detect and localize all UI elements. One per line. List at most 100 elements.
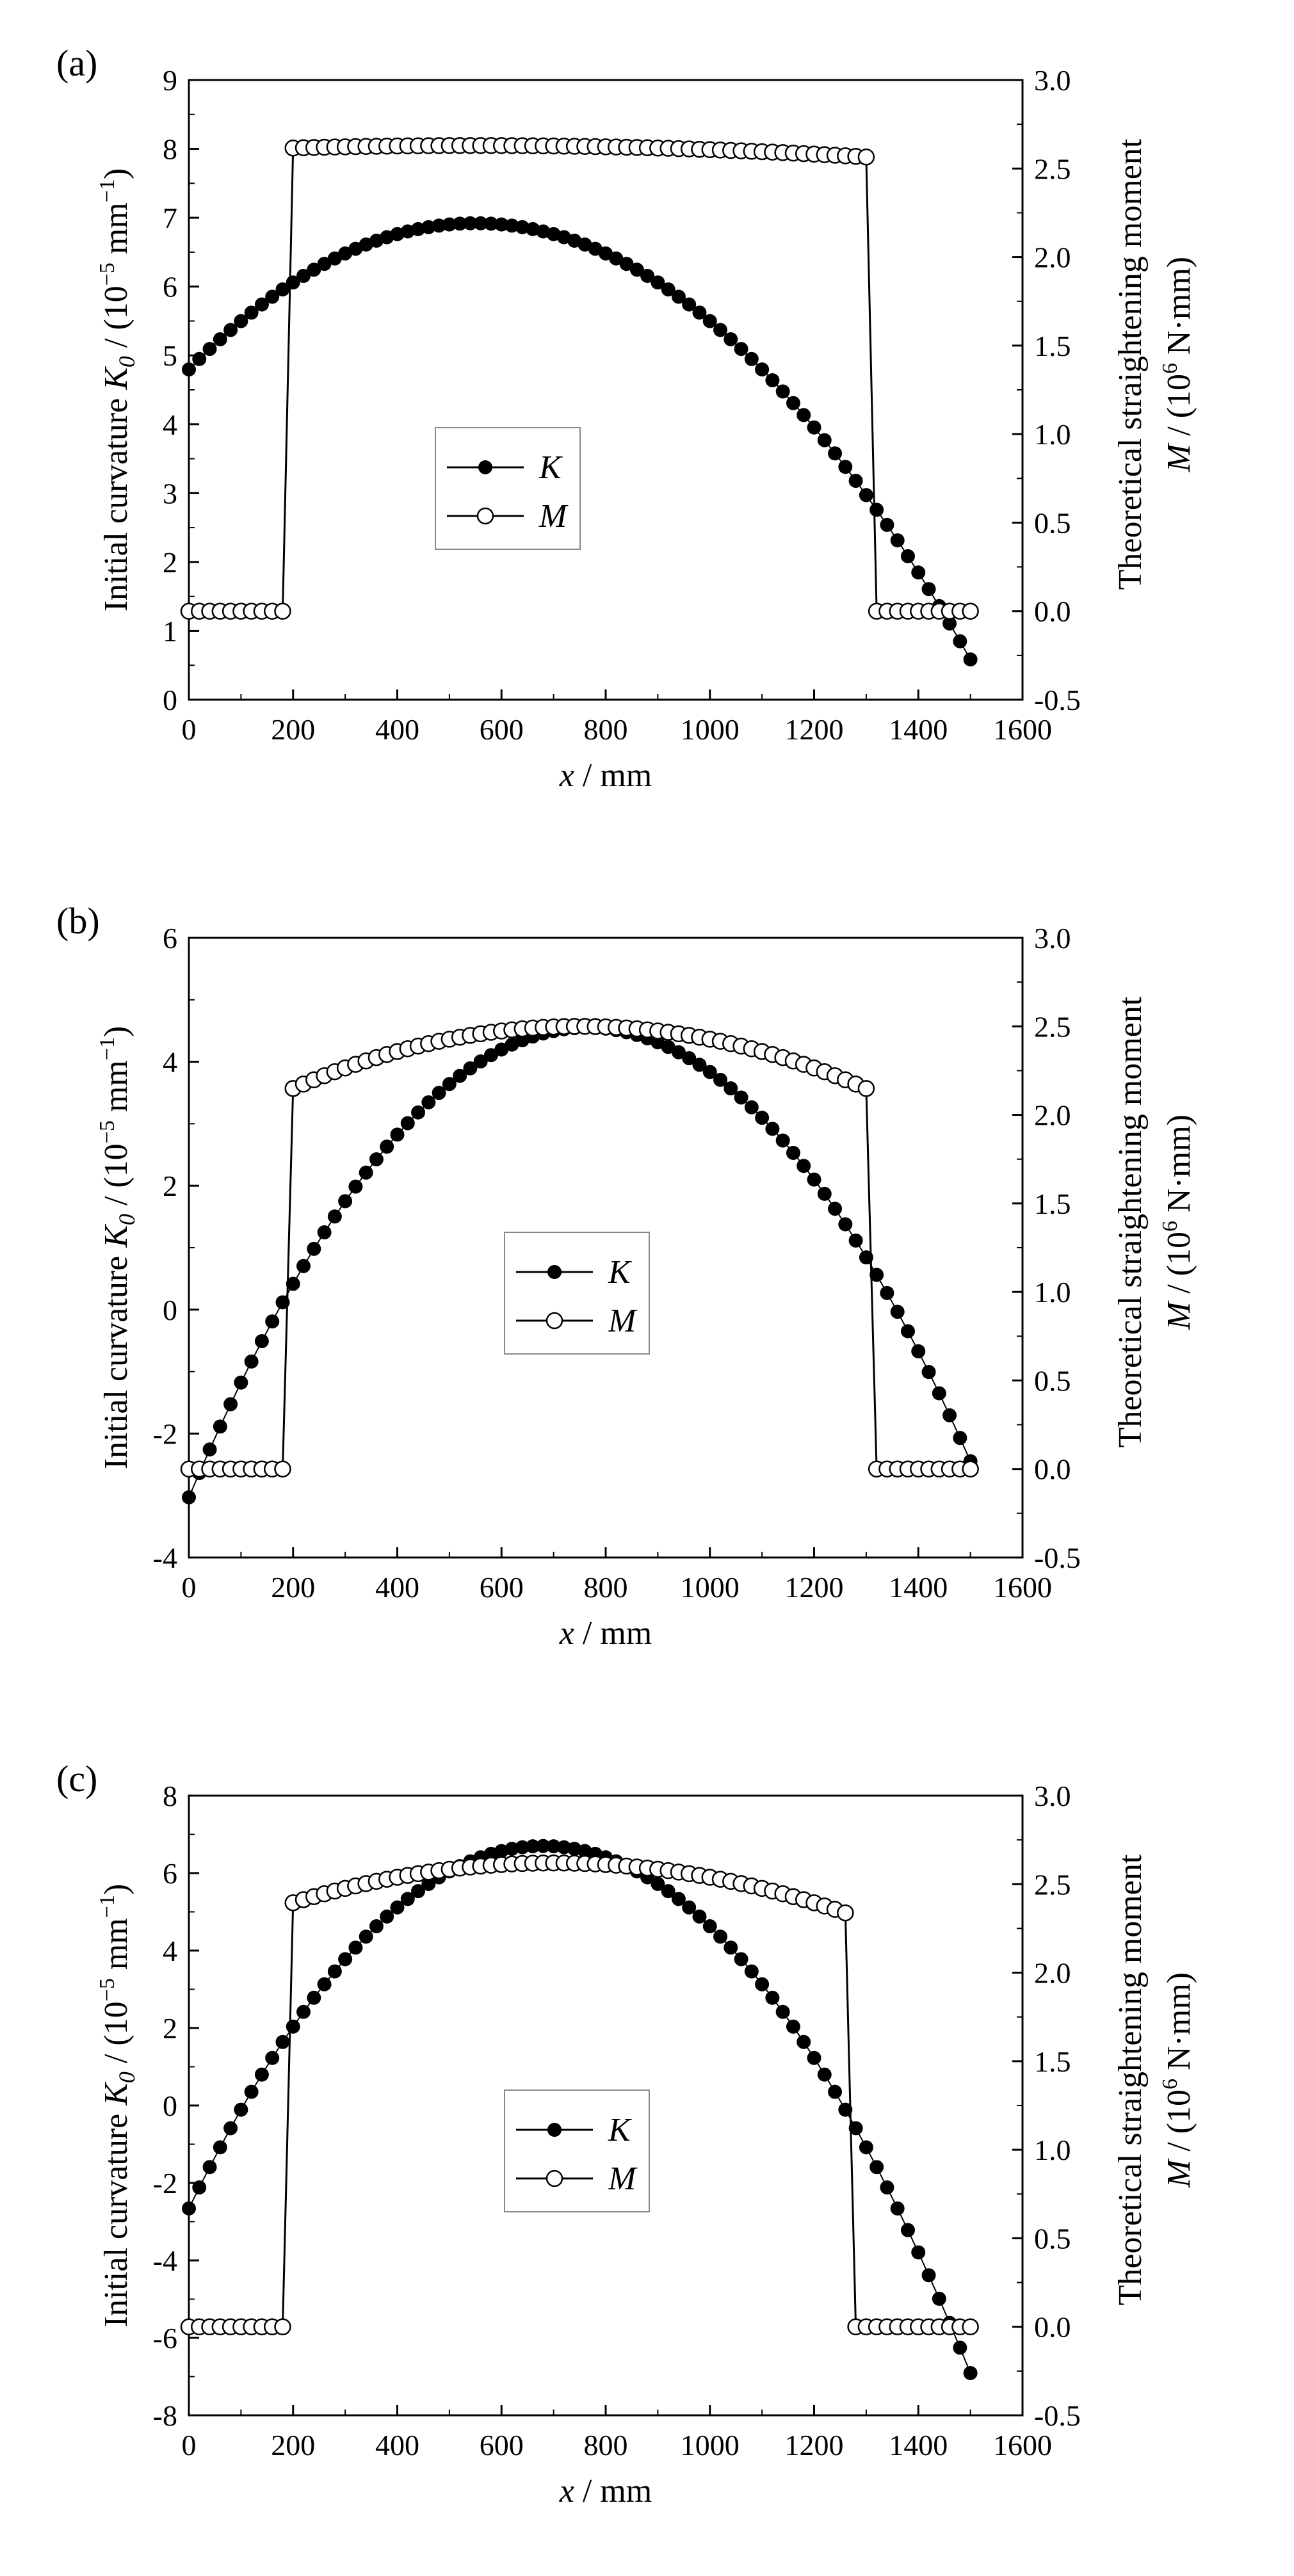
- series-k-point: [797, 1159, 811, 1173]
- series-k-point: [682, 1900, 697, 1915]
- y-right-tick-label: 0.0: [1034, 1453, 1071, 1486]
- series-k-point: [713, 1072, 728, 1087]
- series-k-point: [442, 1077, 457, 1091]
- series-k-point: [327, 1964, 342, 1979]
- x-tick-label: 400: [375, 713, 419, 746]
- series-k-point: [307, 1990, 321, 2005]
- series-k-point: [953, 2340, 967, 2355]
- y-right-tick-label: 0.0: [1034, 2311, 1071, 2344]
- y-right-tick-label: 1.5: [1034, 330, 1071, 362]
- series-k-point: [828, 1202, 843, 1216]
- y-right-tick-label: -0.5: [1034, 2399, 1081, 2432]
- x-tick-label: 0: [182, 2429, 197, 2461]
- series-k-point: [724, 1940, 738, 1955]
- series-m-point: [962, 602, 979, 620]
- chart-b: (b) 0 200 400 600 800 1000 1200 1400 1600 -4 -2 0 2 4 6…: [56, 900, 1197, 1652]
- y-left-tick-label: -4: [153, 1542, 177, 1574]
- legend-m-label: M: [608, 2161, 638, 2197]
- series-k-point: [338, 1194, 353, 1209]
- series-k-point: [661, 282, 675, 297]
- series-k-point: [755, 1977, 770, 1992]
- series-k-point: [317, 1977, 332, 1992]
- series-m-point: [857, 148, 875, 166]
- series-k-point: [453, 216, 467, 231]
- series-k-point: [182, 362, 196, 377]
- y-right-tick-label: 0.0: [1034, 595, 1071, 628]
- legend-k-label: K: [608, 2112, 632, 2148]
- series-k-point: [890, 533, 905, 548]
- y-right-tick-label: 1.0: [1034, 418, 1071, 451]
- series-k-point: [380, 1909, 394, 1924]
- legend-k-label: K: [608, 1254, 632, 1291]
- series-k-point: [921, 2268, 936, 2283]
- y-right-tick-label: 0.5: [1034, 506, 1071, 539]
- series-k-point: [411, 1884, 426, 1899]
- series-k-point: [369, 1919, 384, 1934]
- series-k-point: [713, 1929, 728, 1944]
- y-right-tick-label: 0.5: [1034, 2222, 1071, 2255]
- series-k-point: [432, 218, 446, 233]
- x-tick-label: 1200: [785, 1571, 844, 1604]
- series-k-point: [953, 634, 967, 648]
- series-k-point: [483, 216, 498, 231]
- series-k-point: [734, 1090, 748, 1105]
- y-right-tick-label: -0.5: [1034, 1542, 1081, 1574]
- series-k-point: [494, 217, 509, 232]
- legend-box: [504, 2089, 650, 2212]
- y-right-axis-label-line1: Theoretical straightening moment: [1112, 1854, 1149, 2305]
- series-k-point: [786, 396, 800, 410]
- x-tick-label: 0: [182, 713, 197, 746]
- series-k-point: [244, 1354, 259, 1369]
- y-left-tick-label: 6: [163, 1857, 177, 1890]
- series-k-point: [869, 503, 884, 517]
- y-right-axis-label-line1: Theoretical straightening moment: [1112, 138, 1149, 590]
- y-left-tick-label: -6: [153, 2322, 177, 2355]
- y-left-axis-label: Initial curvature K0 / (10−5 mm−1): [95, 168, 140, 612]
- series-k-point: [275, 2034, 290, 2049]
- series-k-point: [859, 2140, 873, 2155]
- series-k-point: [807, 2050, 821, 2065]
- legend-k-marker: [547, 2123, 562, 2137]
- y-left-tick-label: -8: [153, 2399, 177, 2432]
- series-k-point: [744, 1964, 759, 1979]
- series-k-point: [265, 2050, 280, 2065]
- series-k-point: [755, 1111, 770, 1125]
- series-k-point: [671, 1892, 686, 1906]
- series-k-point: [807, 1172, 821, 1187]
- series-k-point: [390, 1127, 405, 1142]
- series-k-point: [911, 1344, 926, 1358]
- chart-a: (a) 0 200 400 600 800 1000 1200 1400 1600 0 1 2 3 4 5 6 7…: [56, 42, 1197, 794]
- series-k-point: [859, 1250, 873, 1265]
- series-k-point: [775, 2004, 790, 2019]
- series-m-point: [274, 1460, 291, 1477]
- series-k-point: [817, 433, 832, 447]
- y-right-axis-label-line2: M / (106 N·mm): [1158, 1115, 1197, 1330]
- x-tick-label: 1000: [681, 1571, 740, 1604]
- series-k-point: [963, 2366, 978, 2381]
- series-m-point: [274, 2318, 291, 2335]
- series-k-point: [734, 1952, 748, 1967]
- series-k-point: [546, 1839, 561, 1854]
- y-right-tick-label: 1.0: [1034, 1276, 1071, 1308]
- series-k-point: [651, 275, 665, 290]
- y-left-tick-label: 7: [163, 202, 177, 234]
- series-k-point: [317, 1225, 332, 1240]
- series-k-point: [869, 1268, 884, 1282]
- series-k-point: [786, 1145, 800, 1160]
- series-k-point: [483, 1048, 498, 1063]
- x-tick-label: 800: [584, 713, 628, 746]
- x-tick-label: 1000: [681, 713, 740, 746]
- series-k-point: [953, 1431, 967, 1445]
- y-left-tick-label: 2: [163, 546, 177, 579]
- series-k-point: [702, 314, 717, 328]
- y-left-tick-label: 5: [163, 339, 177, 372]
- series-k-point: [713, 323, 728, 337]
- series-k-point: [411, 1105, 426, 1120]
- series-k-point: [327, 1209, 342, 1224]
- series-k-point: [369, 1152, 384, 1166]
- series-k-point: [182, 1490, 196, 1504]
- series-m-point: [962, 1460, 979, 1477]
- series-k-point: [765, 1122, 780, 1136]
- series-k-point: [911, 2245, 926, 2260]
- series-k-point: [515, 1840, 530, 1855]
